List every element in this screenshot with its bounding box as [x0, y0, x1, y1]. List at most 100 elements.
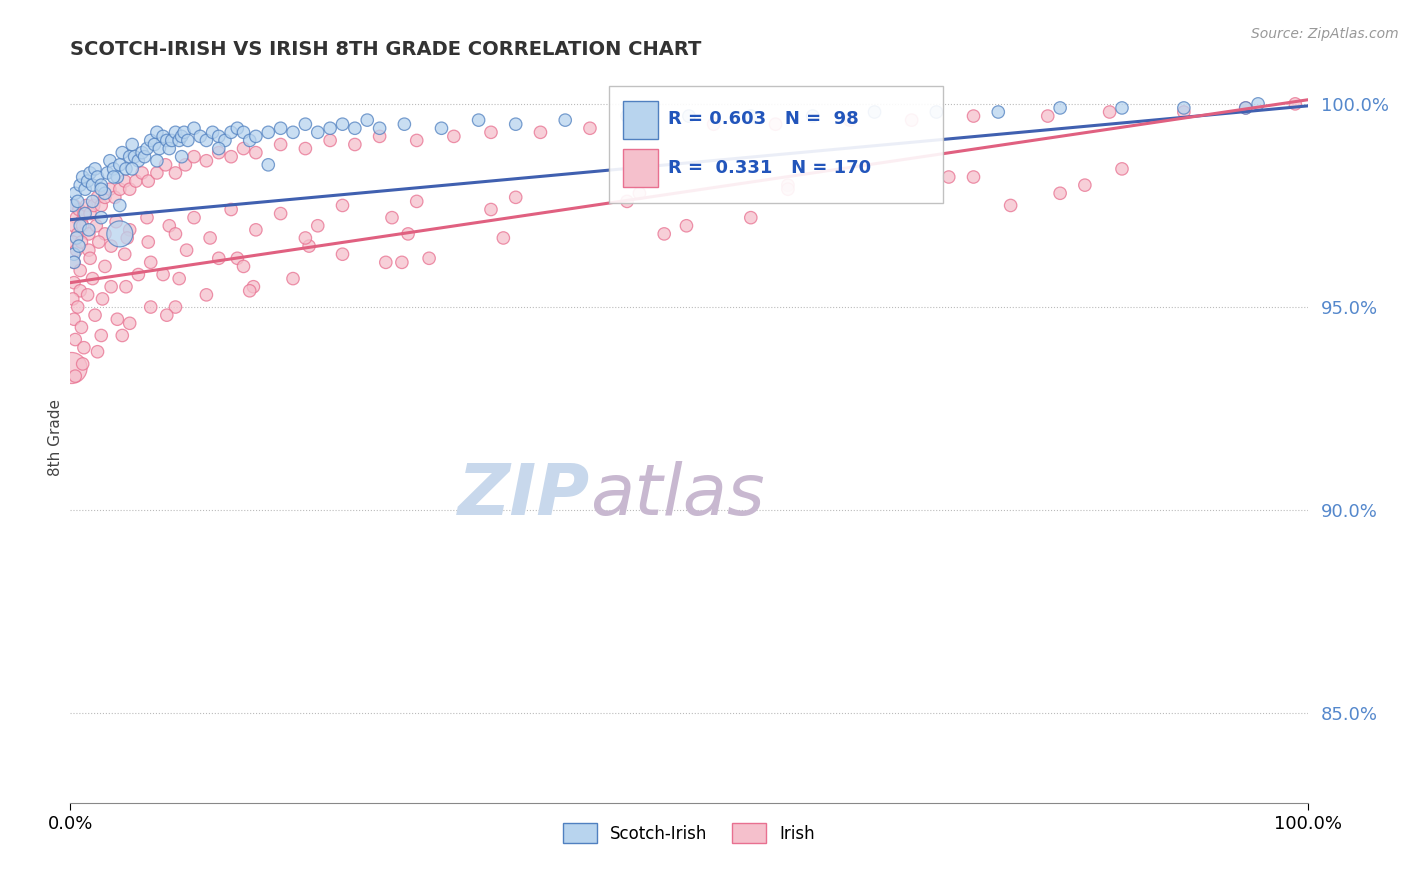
Point	[127, 153, 149, 168]
Point	[962, 169, 984, 184]
Point	[863, 105, 886, 120]
Point	[118, 316, 141, 330]
Point	[554, 113, 576, 128]
Point	[239, 133, 262, 147]
Point	[319, 121, 342, 136]
Point	[418, 252, 440, 266]
Point	[226, 121, 249, 136]
Point	[63, 255, 86, 269]
Point	[152, 268, 174, 282]
Point	[108, 182, 131, 196]
Point	[319, 133, 342, 147]
Point	[67, 202, 90, 217]
Point	[173, 125, 195, 139]
Point	[82, 178, 104, 193]
Point	[65, 186, 87, 201]
Point	[245, 129, 267, 144]
Point	[67, 239, 90, 253]
Point	[368, 121, 391, 136]
Point	[104, 190, 127, 204]
Point	[177, 133, 200, 147]
Point	[703, 117, 725, 131]
Point	[72, 219, 94, 233]
Point	[139, 255, 162, 269]
Point	[157, 142, 180, 156]
Point	[115, 231, 138, 245]
Point	[307, 219, 329, 233]
Point	[1247, 96, 1270, 111]
Point	[83, 198, 105, 212]
Point	[616, 194, 638, 209]
Point	[641, 121, 664, 136]
Text: ZIP: ZIP	[458, 461, 591, 530]
Point	[257, 158, 280, 172]
Point	[156, 308, 179, 322]
Point	[70, 235, 93, 249]
Point	[84, 308, 107, 322]
Point	[298, 239, 321, 253]
Point	[167, 271, 190, 285]
Text: Source: ZipAtlas.com: Source: ZipAtlas.com	[1251, 27, 1399, 41]
Point	[86, 190, 108, 204]
Point	[65, 231, 87, 245]
Point	[165, 125, 187, 139]
Point	[98, 153, 121, 168]
Point	[776, 182, 799, 196]
Point	[232, 142, 254, 156]
Point	[239, 284, 262, 298]
Point	[479, 125, 502, 139]
Point	[281, 271, 304, 285]
Point	[69, 284, 91, 298]
Point	[1074, 178, 1097, 193]
Point	[63, 312, 86, 326]
Point	[1049, 186, 1071, 201]
Point	[270, 137, 292, 152]
Point	[73, 341, 96, 355]
Point	[84, 219, 107, 233]
Point	[146, 153, 169, 168]
Point	[294, 117, 316, 131]
Point	[208, 129, 231, 144]
Point	[165, 227, 187, 241]
Point	[86, 344, 108, 359]
Point	[492, 231, 515, 245]
Point	[127, 268, 149, 282]
Point	[111, 145, 134, 160]
Point	[443, 129, 465, 144]
Point	[165, 300, 187, 314]
Point	[125, 174, 148, 188]
Point	[616, 109, 638, 123]
Point	[226, 252, 249, 266]
Point	[232, 260, 254, 274]
Point	[134, 150, 156, 164]
Point	[79, 206, 101, 220]
Point	[765, 117, 787, 131]
Point	[76, 288, 98, 302]
Point	[430, 121, 453, 136]
Point	[505, 190, 527, 204]
Point	[332, 117, 354, 131]
Y-axis label: 8th Grade: 8th Grade	[48, 399, 63, 475]
Point	[381, 211, 404, 225]
Point	[121, 161, 143, 176]
Point	[157, 219, 180, 233]
Point	[332, 198, 354, 212]
Point	[201, 125, 224, 139]
Point	[79, 252, 101, 266]
Point	[91, 292, 114, 306]
Point	[270, 121, 292, 136]
Legend: Scotch-Irish, Irish: Scotch-Irish, Irish	[557, 817, 821, 849]
Point	[62, 292, 84, 306]
Point	[219, 150, 242, 164]
Point	[63, 276, 86, 290]
Point	[65, 369, 87, 384]
Point	[70, 215, 93, 229]
Point	[131, 166, 153, 180]
Point	[75, 182, 97, 196]
Point	[678, 109, 700, 123]
Point	[257, 125, 280, 139]
Point	[121, 137, 143, 152]
Point	[1049, 101, 1071, 115]
Point	[77, 223, 100, 237]
Point	[73, 206, 96, 220]
